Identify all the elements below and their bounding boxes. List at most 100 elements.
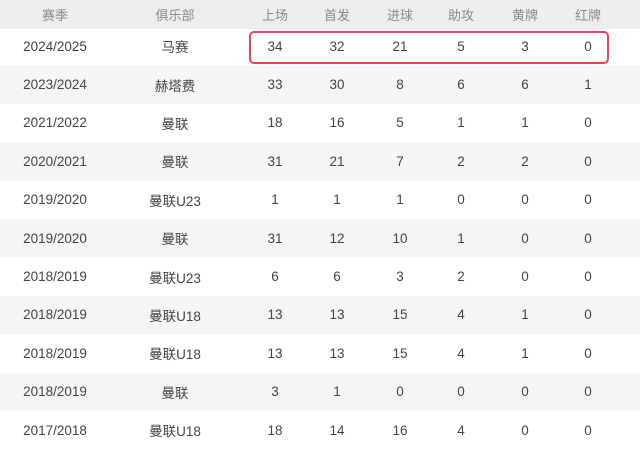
cell-club: 赫塔费 [154,78,196,94]
table-row: 2017/2018 曼联U18 18 14 16 4 0 0 [0,411,640,449]
cell-season: 2018/2019 [23,345,87,361]
header-assists: 助攻 [447,8,475,23]
cell-red-cards: 0 [584,230,592,246]
cell-season: 2017/2018 [23,422,87,438]
table-row: 2019/2020 曼联U23 1 1 1 0 0 0 [0,181,640,219]
cell-appearances: 18 [267,422,283,438]
table-row: 2018/2019 曼联U18 13 13 15 4 1 0 [0,334,640,372]
cell-starts: 16 [329,115,345,131]
cell-appearances: 34 [267,38,283,54]
cell-club: 曼联 [161,385,189,401]
cell-starts: 14 [329,422,345,438]
cell-yellow-cards: 1 [521,115,529,131]
table-row: 2018/2019 曼联U23 6 6 3 2 0 0 [0,257,640,295]
cell-season: 2019/2020 [23,230,87,246]
cell-starts: 12 [329,230,345,246]
cell-red-cards: 0 [584,38,592,54]
cell-appearances: 3 [271,384,279,400]
cell-yellow-cards: 6 [521,77,529,93]
cell-starts: 1 [333,192,341,208]
table-row: 2024/2025 马赛 34 32 21 5 3 0 [0,27,640,65]
cell-club: 曼联 [161,155,189,171]
cell-starts: 30 [329,77,345,93]
cell-assists: 0 [457,384,465,400]
cell-assists: 5 [457,38,465,54]
cell-assists: 6 [457,77,465,93]
cell-season: 2024/2025 [23,38,87,54]
cell-red-cards: 0 [584,269,592,285]
cell-appearances: 31 [267,230,283,246]
cell-club: 曼联U18 [149,308,201,324]
cell-red-cards: 0 [584,115,592,131]
table-row: 2021/2022 曼联 18 16 5 1 1 0 [0,104,640,142]
cell-goals: 10 [392,230,408,246]
cell-assists: 1 [457,115,465,131]
cell-red-cards: 0 [584,153,592,169]
cell-yellow-cards: 1 [521,345,529,361]
cell-red-cards: 0 [584,192,592,208]
cell-appearances: 18 [267,115,283,131]
cell-season: 2018/2019 [23,384,87,400]
cell-club: 曼联U18 [149,347,201,363]
header-goals: 进球 [386,8,414,23]
cell-yellow-cards: 0 [521,192,529,208]
header-season: 赛季 [41,8,69,23]
cell-starts: 21 [329,153,345,169]
cell-appearances: 1 [271,192,279,208]
cell-red-cards: 0 [584,307,592,323]
cell-club: 曼联U18 [149,424,201,440]
cell-goals: 15 [392,345,408,361]
cell-goals: 3 [396,269,404,285]
cell-assists: 0 [457,192,465,208]
cell-yellow-cards: 3 [521,38,529,54]
header-club: 俱乐部 [155,8,195,23]
table-row: 2018/2019 曼联 3 1 0 0 0 0 [0,372,640,411]
table-header: 赛季 俱乐部 上场 首发 进球 助攻 黄牌 红牌 [0,0,640,29]
header-appearances: 上场 [261,8,289,23]
cell-goals: 16 [392,422,408,438]
header-red-cards: 红牌 [574,8,602,23]
cell-starts: 13 [329,345,345,361]
cell-starts: 13 [329,307,345,323]
cell-red-cards: 0 [584,384,592,400]
cell-club: 曼联 [161,116,189,132]
cell-yellow-cards: 0 [521,230,529,246]
table-row: 2020/2021 曼联 31 21 7 2 2 0 [0,142,640,181]
cell-club: 马赛 [161,40,189,56]
cell-goals: 1 [396,192,404,208]
header-yellow-cards: 黄牌 [511,8,539,23]
cell-yellow-cards: 0 [521,422,529,438]
cell-goals: 15 [392,307,408,323]
cell-season: 2019/2020 [23,192,87,208]
cell-yellow-cards: 0 [521,384,529,400]
cell-club: 曼联U23 [149,193,201,209]
cell-starts: 32 [329,38,345,54]
cell-assists: 4 [457,307,465,323]
cell-assists: 2 [457,153,465,169]
cell-season: 2023/2024 [23,77,87,93]
cell-yellow-cards: 1 [521,307,529,323]
cell-assists: 1 [457,230,465,246]
cell-goals: 21 [392,38,408,54]
cell-red-cards: 0 [584,345,592,361]
cell-goals: 5 [396,115,404,131]
cell-red-cards: 1 [584,77,592,93]
cell-club: 曼联U23 [149,270,201,286]
cell-yellow-cards: 2 [521,153,529,169]
cell-season: 2021/2022 [23,115,87,131]
cell-assists: 2 [457,269,465,285]
cell-appearances: 13 [267,307,283,323]
cell-assists: 4 [457,345,465,361]
cell-season: 2020/2021 [23,153,87,169]
cell-goals: 8 [396,77,404,93]
cell-club: 曼联 [161,232,189,248]
cell-appearances: 31 [267,153,283,169]
cell-season: 2018/2019 [23,307,87,323]
cell-goals: 7 [396,153,404,169]
table-row: 2023/2024 赫塔费 33 30 8 6 6 1 [0,65,640,104]
cell-yellow-cards: 0 [521,269,529,285]
cell-appearances: 13 [267,345,283,361]
cell-season: 2018/2019 [23,269,87,285]
cell-starts: 1 [333,384,341,400]
cell-appearances: 33 [267,77,283,93]
